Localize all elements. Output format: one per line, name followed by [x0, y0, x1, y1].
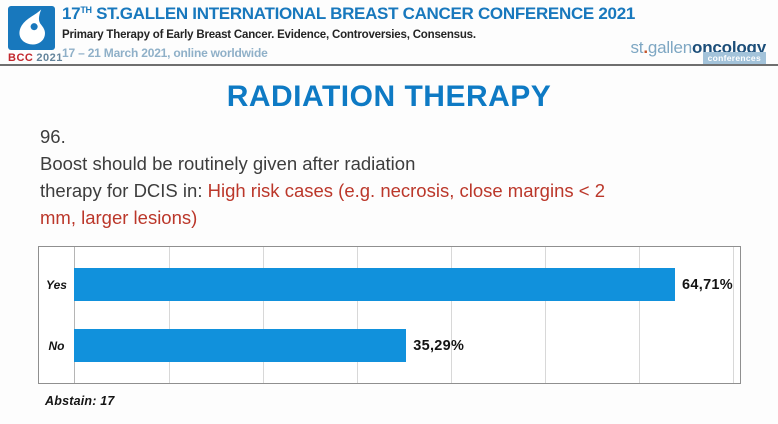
gridline [263, 247, 264, 383]
org-logo-conferences-badge: conferences [702, 52, 766, 64]
bar-row-no: 35,29% [74, 329, 733, 362]
bcc-logo-icon [8, 6, 55, 50]
bar-yes [74, 268, 676, 301]
breast-drop-icon [19, 9, 46, 45]
question-line-2-red: High risk cases (e.g. necrosis, close ma… [207, 180, 605, 201]
conference-dates: 17 – 21 March 2021, online worldwide [62, 46, 268, 60]
plot-area: 64,71% 35,29% [74, 247, 734, 383]
stgallen-oncology-logo: st.gallenoncology conferences [630, 38, 766, 64]
bcc-acronym: BCC [8, 52, 34, 64]
category-label-no: No [48, 338, 65, 353]
gridline [733, 247, 734, 383]
org-logo-gallen: gallen [647, 38, 693, 57]
conference-subtitle: Primary Therapy of Early Breast Cancer. … [62, 29, 476, 41]
bar-row-yes: 64,71% [74, 268, 733, 301]
conference-title-ordinal: TH [80, 5, 92, 15]
bar-value-label-no: 35,29% [413, 337, 465, 354]
question-line-2: therapy for DCIS in: High risk cases (e.… [40, 177, 605, 204]
category-labels: Yes No [39, 247, 74, 383]
question-line-3: mm, larger lesions) [40, 207, 198, 228]
plot-grid [74, 247, 734, 383]
gridline [639, 247, 640, 383]
conference-title-text: ST.GALLEN INTERNATIONAL BREAST CANCER CO… [91, 4, 636, 23]
bar-no [74, 329, 407, 362]
gridline [357, 247, 358, 383]
conference-title-number: 17 [62, 4, 81, 23]
poll-bar-chart: Yes No 64,71% 35,29% [38, 246, 741, 384]
question-line-2-black: therapy for DCIS in: [40, 180, 208, 201]
header-divider [0, 64, 778, 66]
bcc-logo-caption: BCC 2021 [8, 52, 63, 64]
question-number: 96. [40, 126, 66, 147]
slide-title: RADIATION THERAPY [226, 80, 552, 113]
gridline [451, 247, 452, 383]
org-logo-dot: . [643, 38, 648, 57]
abstain-note: Abstain: 17 [45, 394, 115, 408]
gridline [545, 247, 546, 383]
bcc-year: 2021 [36, 52, 63, 64]
category-label-yes: Yes [46, 277, 67, 292]
chart-inner: Yes No 64,71% 35,29% [39, 247, 740, 383]
gridline [169, 247, 170, 383]
org-logo-st: st [630, 38, 644, 57]
question-line-1: Boost should be routinely given after ra… [40, 153, 416, 174]
question-block: 96. Boost should be routinely given afte… [40, 123, 605, 231]
conference-title: 17TH ST.GALLEN INTERNATIONAL BREAST CANC… [62, 4, 635, 24]
bar-value-label-yes: 64,71% [682, 276, 733, 293]
bar-rows: 64,71% 35,29% [74, 247, 733, 383]
